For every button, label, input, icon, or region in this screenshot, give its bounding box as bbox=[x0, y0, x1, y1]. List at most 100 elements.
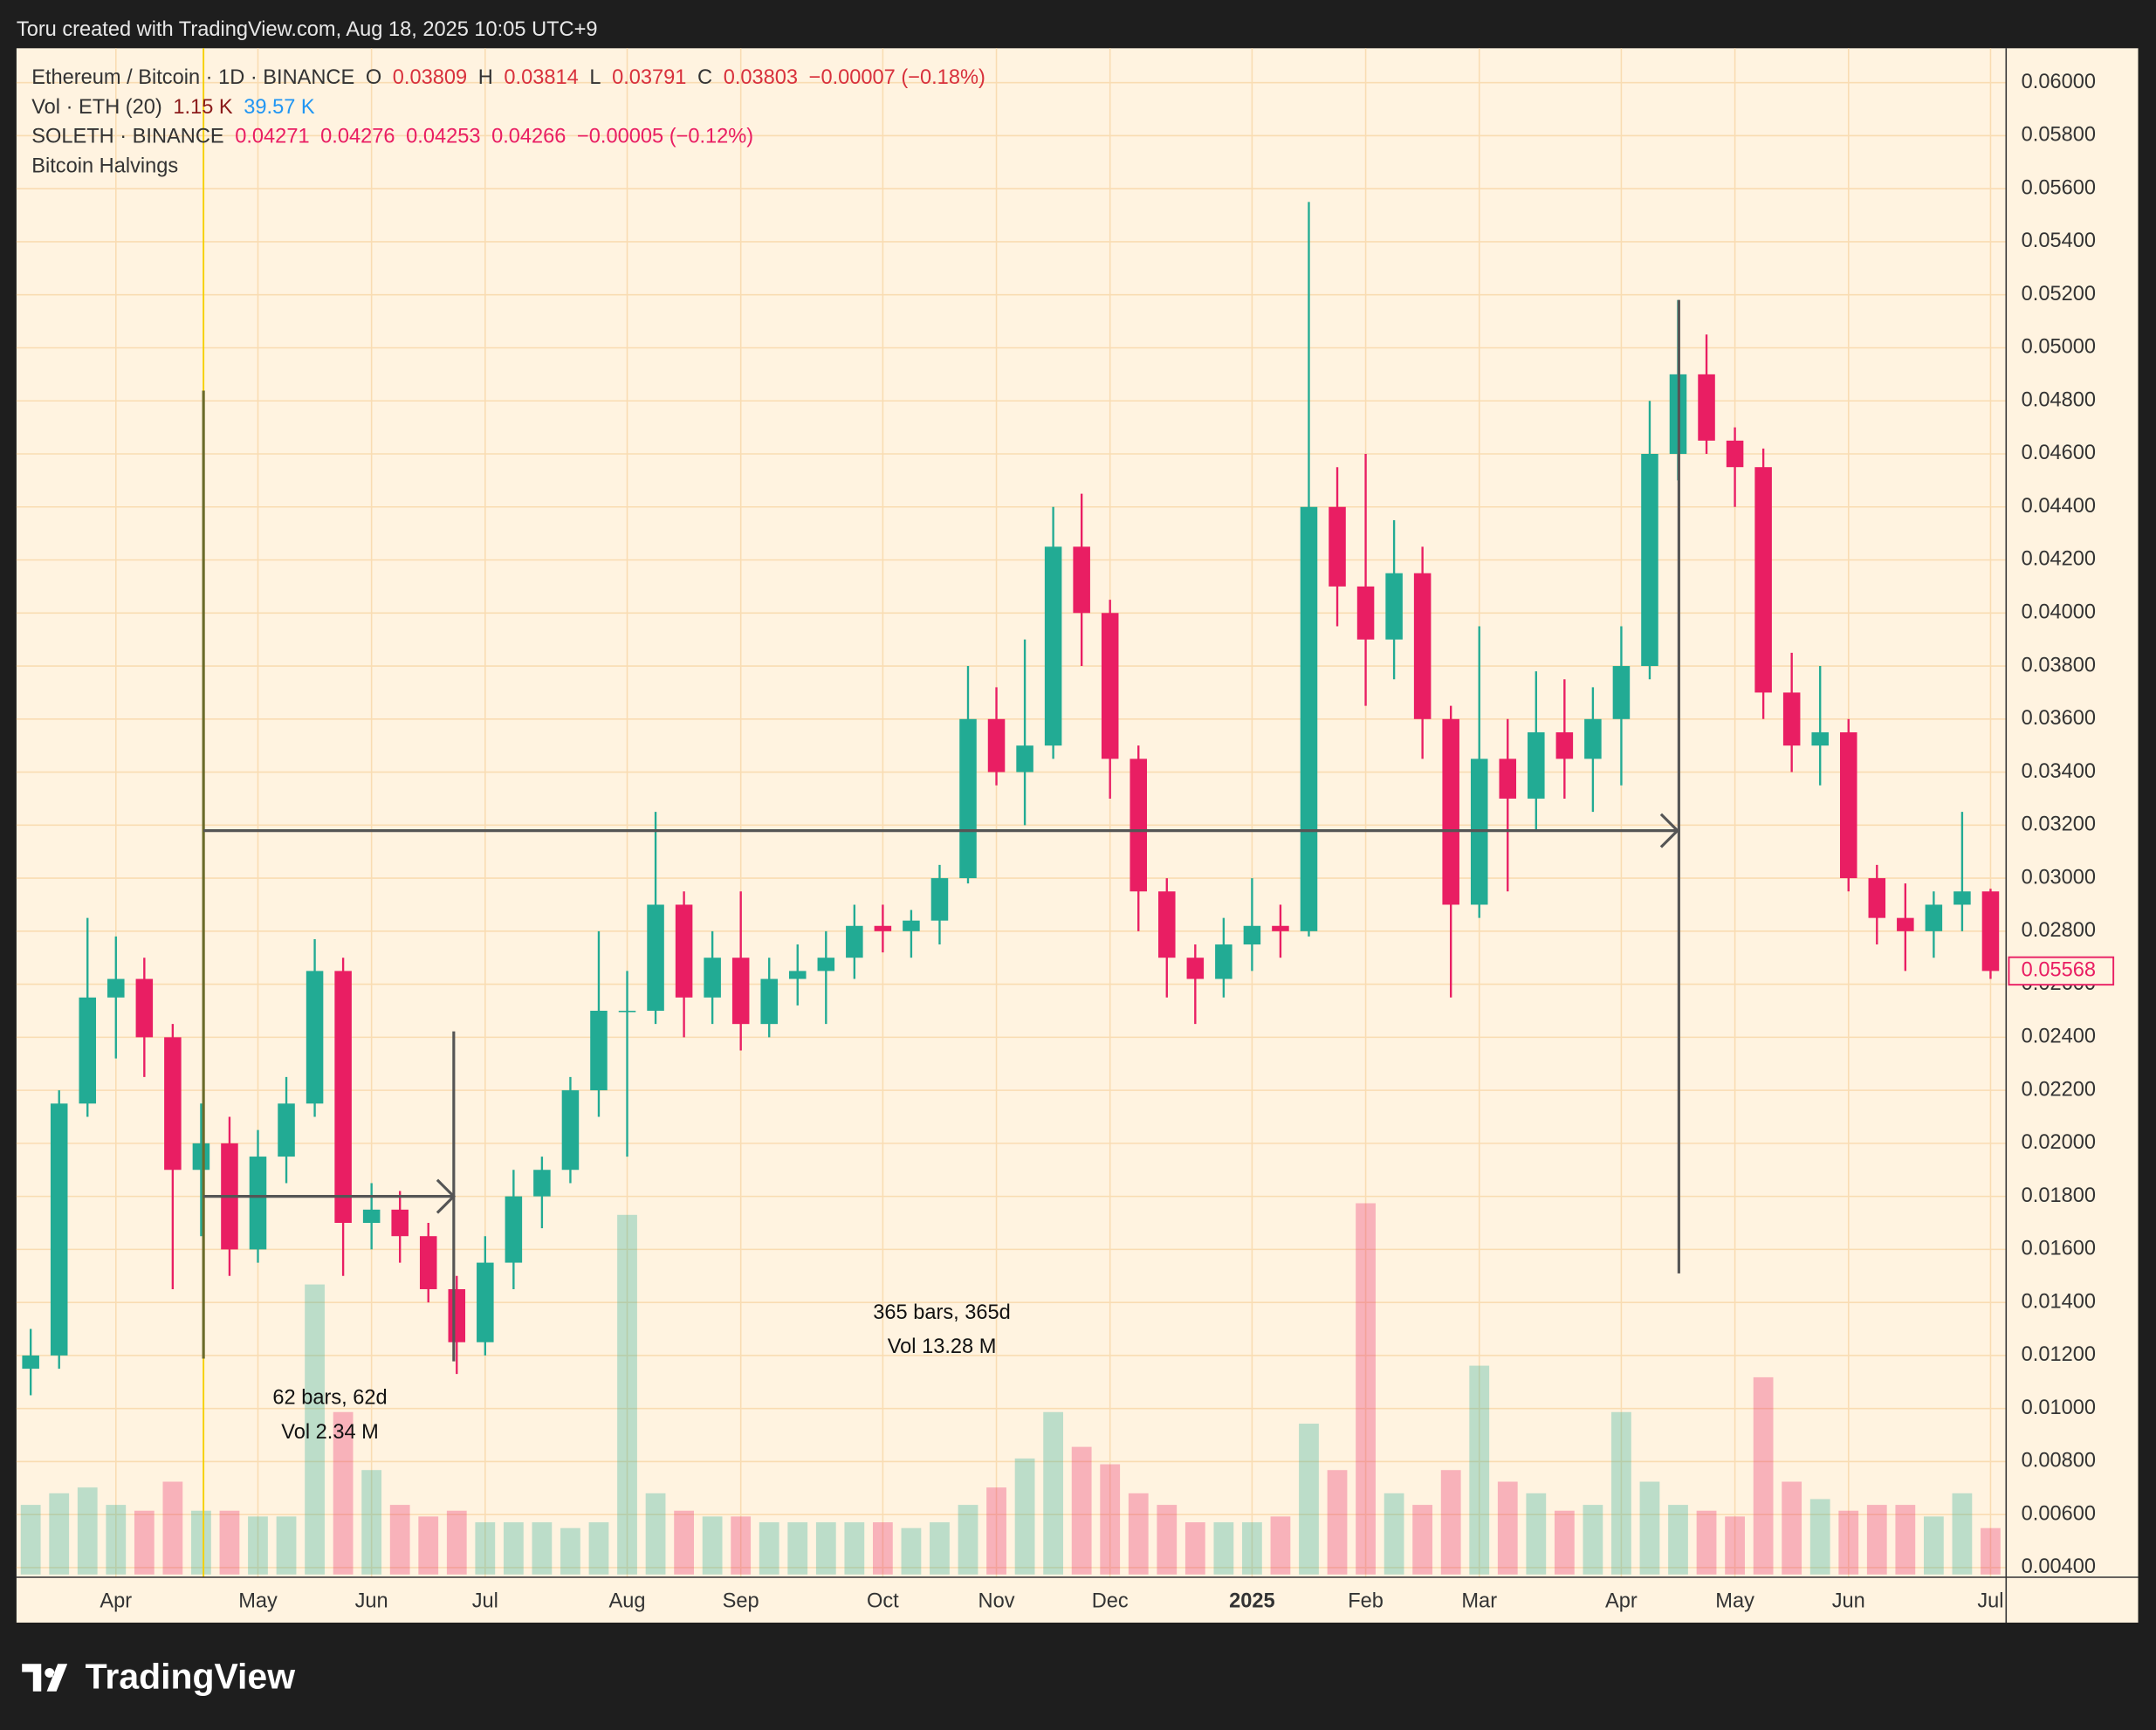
y-tick-label: 0.04800 bbox=[2022, 388, 2096, 411]
y-tick-label: 0.01200 bbox=[2022, 1343, 2096, 1366]
legend-row: SOLETH · BINANCE 0.04271 0.04276 0.04253 0.0… bbox=[31, 126, 753, 148]
legend-item: 1.15 K bbox=[173, 96, 233, 119]
y-tick-label: 0.04600 bbox=[2022, 442, 2096, 464]
last-price-label: 0.05568 bbox=[2022, 959, 2096, 982]
legend-row: Bitcoin Halvings bbox=[31, 155, 178, 178]
candle-body bbox=[846, 925, 863, 958]
y-tick-label: 0.03800 bbox=[2022, 654, 2096, 676]
volume-bar bbox=[1270, 1516, 1291, 1575]
candle-body bbox=[788, 971, 807, 979]
y-tick-label: 0.04200 bbox=[2022, 548, 2096, 571]
legend-item: Ethereum / Bitcoin · 1D · BINANCE bbox=[31, 66, 354, 89]
volume-bar bbox=[1299, 1424, 1319, 1575]
candle-body bbox=[1528, 731, 1545, 799]
candle-body bbox=[817, 958, 835, 971]
x-tick-label: Mar bbox=[1461, 1590, 1497, 1613]
x-tick-label: May bbox=[1715, 1590, 1754, 1613]
candle-body bbox=[1641, 453, 1658, 667]
candle-body bbox=[760, 978, 778, 1025]
y-tick-label: 0.01600 bbox=[2022, 1238, 2096, 1260]
volume-bar bbox=[1128, 1493, 1149, 1575]
volume-bar bbox=[1611, 1411, 1631, 1575]
candle-body bbox=[249, 1157, 267, 1250]
candle-body bbox=[1782, 692, 1801, 746]
candle-body bbox=[618, 1010, 636, 1013]
volume-bar bbox=[276, 1516, 297, 1575]
candle-body bbox=[135, 978, 154, 1038]
volume-bar bbox=[77, 1487, 98, 1575]
volume-bar bbox=[1356, 1203, 1376, 1575]
x-tick-label: Jul bbox=[1977, 1590, 2003, 1613]
volume-bar bbox=[1923, 1516, 1944, 1575]
candle-body bbox=[1073, 546, 1090, 614]
candle-body bbox=[1158, 891, 1176, 958]
y-tick-label: 0.05800 bbox=[2022, 124, 2096, 147]
legend-item: 0.04253 bbox=[406, 126, 480, 148]
volume-bar bbox=[1668, 1505, 1688, 1575]
candle-body bbox=[561, 1090, 580, 1170]
candle-body bbox=[391, 1209, 409, 1237]
candle-body bbox=[1584, 718, 1602, 759]
legend-item: Bitcoin Halvings bbox=[31, 155, 178, 178]
candle-body bbox=[505, 1196, 523, 1263]
x-tick-label: Sep bbox=[723, 1590, 759, 1613]
volume-bar bbox=[20, 1505, 41, 1575]
volume-bar bbox=[1753, 1376, 1774, 1575]
candle-body bbox=[334, 971, 352, 1224]
candle-body bbox=[731, 958, 750, 1025]
volume-bar bbox=[674, 1510, 694, 1575]
legend-item: 39.57 K bbox=[244, 96, 315, 119]
logo bbox=[22, 1664, 68, 1692]
volume-bar bbox=[815, 1522, 836, 1575]
volume-bar bbox=[162, 1481, 183, 1575]
candle-body bbox=[1925, 904, 1943, 931]
range-label: Vol 13.28 M bbox=[888, 1335, 997, 1358]
volume-bar bbox=[1043, 1411, 1064, 1575]
volume-bar bbox=[1213, 1522, 1234, 1575]
candle-body bbox=[1612, 666, 1631, 719]
volume-bar bbox=[787, 1522, 808, 1575]
volume-bar bbox=[219, 1510, 240, 1575]
candle-body bbox=[419, 1236, 437, 1289]
volume-bar bbox=[617, 1214, 637, 1575]
y-tick-label: 0.02400 bbox=[2022, 1026, 2096, 1048]
header-text: Toru created with TradingView.com, Aug 1… bbox=[17, 18, 598, 41]
volume-bar bbox=[1696, 1510, 1717, 1575]
y-tick-label: 0.02000 bbox=[2022, 1131, 2096, 1154]
candle-body bbox=[1953, 891, 1971, 905]
volume-bar bbox=[191, 1510, 211, 1575]
candle-body bbox=[22, 1355, 39, 1370]
volume-bar bbox=[1440, 1470, 1461, 1575]
volume-bar bbox=[844, 1522, 865, 1575]
volume-bar bbox=[248, 1516, 268, 1575]
y-tick-label: 0.05200 bbox=[2022, 283, 2096, 305]
legend-item: 0.04276 bbox=[320, 126, 395, 148]
candle-body bbox=[306, 971, 324, 1104]
volume-bar bbox=[560, 1527, 580, 1575]
volume-bar bbox=[930, 1522, 950, 1575]
x-tick-label: Jul bbox=[472, 1590, 498, 1613]
volume-bar bbox=[1384, 1493, 1404, 1575]
volume-pane bbox=[20, 1203, 2001, 1575]
volume-bar bbox=[1866, 1505, 1887, 1575]
legend-item: −0.00005 (−0.12%) bbox=[577, 126, 753, 148]
candle-body bbox=[79, 997, 97, 1104]
candle-body bbox=[590, 1010, 608, 1091]
arrow-head bbox=[436, 1178, 457, 1214]
candle-body bbox=[1186, 958, 1205, 979]
volume-bar bbox=[1725, 1516, 1745, 1575]
candle-body bbox=[1129, 759, 1148, 892]
y-tick-label: 0.05400 bbox=[2022, 230, 2096, 252]
candle-body bbox=[1243, 925, 1261, 945]
range-tools bbox=[202, 299, 1680, 1362]
volume-bar bbox=[1242, 1522, 1262, 1575]
volume-bar bbox=[1583, 1505, 1603, 1575]
logo-icon bbox=[22, 1664, 68, 1692]
volume-bar bbox=[418, 1516, 439, 1575]
legend-item: 0.04266 bbox=[491, 126, 566, 148]
volume-bar bbox=[1895, 1505, 1916, 1575]
candle-body bbox=[50, 1103, 68, 1356]
y-tick-label: 0.05000 bbox=[2022, 336, 2096, 359]
